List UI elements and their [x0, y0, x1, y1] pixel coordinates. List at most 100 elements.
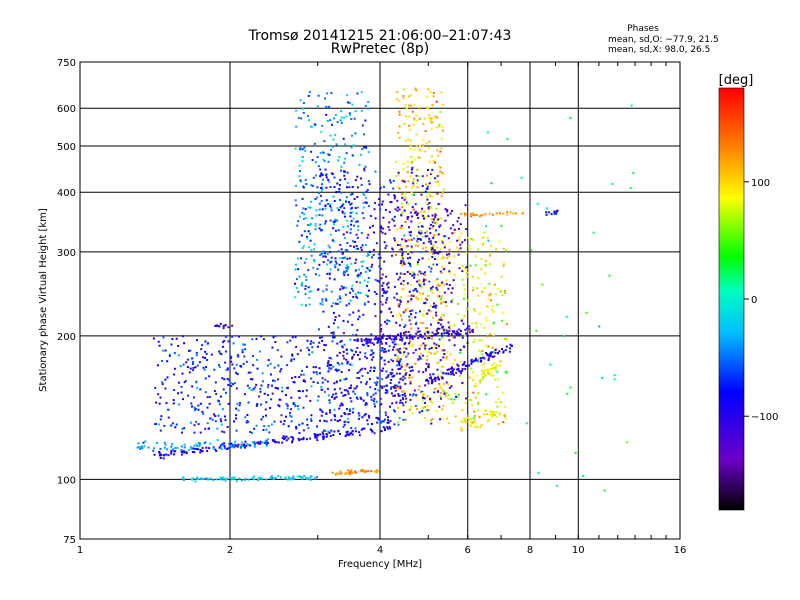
- data-point: [451, 401, 454, 404]
- data-point: [164, 443, 167, 446]
- data-point: [364, 201, 367, 204]
- data-point: [417, 217, 420, 219]
- data-point: [401, 227, 404, 230]
- data-point: [417, 337, 420, 340]
- data-point: [183, 427, 186, 430]
- data-point: [302, 111, 305, 114]
- data-point: [373, 303, 376, 306]
- data-point: [488, 294, 491, 297]
- data-point: [365, 402, 368, 404]
- data-point: [433, 391, 436, 394]
- data-point: [380, 349, 383, 352]
- data-point: [348, 201, 350, 204]
- data-point: [385, 350, 387, 353]
- data-point: [247, 478, 250, 481]
- data-point: [233, 420, 235, 423]
- data-point: [328, 431, 331, 434]
- data-point: [414, 322, 417, 325]
- data-point: [393, 197, 396, 200]
- data-point: [445, 395, 448, 397]
- data-point: [267, 359, 270, 362]
- data-point: [243, 443, 246, 446]
- data-point: [334, 218, 337, 221]
- data-point: [247, 421, 250, 423]
- data-point: [363, 133, 366, 136]
- data-point: [494, 351, 497, 354]
- data-point: [418, 411, 421, 414]
- data-point: [299, 148, 302, 151]
- data-point: [437, 319, 439, 322]
- data-point: [379, 208, 382, 211]
- data-point: [353, 339, 356, 342]
- data-point: [333, 200, 336, 202]
- data-point: [223, 339, 226, 342]
- data-point: [491, 364, 494, 366]
- data-point: [381, 346, 384, 349]
- data-point: [381, 342, 383, 345]
- data-point: [272, 477, 275, 480]
- data-point: [431, 221, 434, 224]
- data-point: [391, 254, 393, 257]
- data-point: [261, 372, 264, 375]
- data-point: [327, 244, 330, 247]
- data-point: [453, 344, 456, 347]
- data-point: [381, 337, 384, 340]
- data-point: [425, 230, 428, 233]
- data-point: [372, 393, 375, 396]
- data-point: [369, 353, 372, 356]
- data-point: [449, 240, 452, 243]
- data-point: [244, 416, 247, 419]
- data-point: [292, 475, 295, 478]
- data-point: [384, 208, 387, 211]
- data-point: [443, 332, 446, 335]
- data-point: [292, 381, 295, 383]
- data-point: [401, 179, 404, 182]
- data-point: [398, 417, 401, 420]
- data-point: [309, 342, 312, 345]
- data-point: [441, 129, 444, 132]
- data-point: [258, 350, 261, 353]
- data-point: [302, 217, 305, 220]
- data-point: [325, 288, 328, 291]
- data-point: [429, 270, 432, 273]
- data-point: [201, 410, 204, 413]
- data-point: [355, 247, 358, 250]
- data-point: [221, 444, 224, 447]
- data-point: [224, 324, 227, 327]
- data-point: [395, 272, 398, 275]
- data-point: [322, 158, 325, 161]
- data-point: [265, 443, 268, 446]
- data-point: [236, 445, 239, 448]
- data-point: [458, 236, 461, 239]
- data-point: [429, 240, 432, 243]
- data-point: [409, 299, 412, 302]
- data-point: [480, 323, 483, 326]
- data-point: [393, 343, 396, 346]
- data-point: [429, 194, 432, 197]
- data-point: [427, 351, 430, 354]
- data-point: [466, 271, 469, 274]
- data-point: [339, 297, 342, 300]
- data-point: [399, 401, 402, 404]
- data-point: [358, 274, 361, 277]
- data-point: [470, 367, 473, 370]
- data-point: [306, 235, 308, 238]
- data-point: [381, 284, 384, 287]
- data-point: [348, 112, 351, 115]
- data-point: [350, 364, 353, 367]
- data-point: [274, 341, 277, 343]
- data-point: [430, 337, 433, 340]
- data-point: [345, 286, 348, 289]
- data-point: [424, 349, 427, 352]
- data-point: [356, 339, 359, 342]
- data-point: [410, 171, 413, 174]
- data-point: [371, 430, 374, 433]
- data-point: [360, 398, 363, 401]
- data-point: [329, 219, 332, 222]
- data-point: [479, 426, 482, 428]
- data-point: [440, 332, 443, 335]
- data-point: [306, 339, 309, 342]
- data-point: [438, 284, 441, 287]
- data-point: [178, 381, 180, 384]
- data-point: [235, 363, 238, 366]
